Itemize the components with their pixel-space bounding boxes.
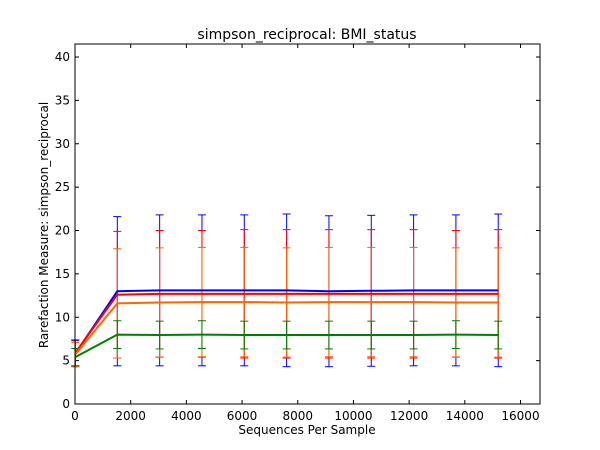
series-line: [74, 333, 499, 359]
y-tick-label: 5: [62, 354, 70, 368]
x-tick-label: 6000: [227, 409, 258, 423]
plot-area: 0 2000 4000 6000 8000 10000 12000 14000 16000 0 5 1…: [55, 44, 540, 423]
y-tick-label: 35: [55, 93, 70, 107]
y-tick-label: 15: [55, 267, 70, 281]
y-tick-label: 40: [55, 50, 70, 64]
x-tick-label: 16000: [501, 409, 539, 423]
series-line: [74, 292, 499, 354]
series-line: [74, 289, 499, 355]
x-tick-label: 2000: [115, 409, 146, 423]
x-tick-label: 8000: [282, 409, 313, 423]
chart-title: simpson_reciprocal: BMI_status: [197, 27, 416, 43]
x-tick-label: 0: [71, 409, 79, 423]
y-tick-label: 0: [62, 397, 70, 411]
y-tick-label: 30: [55, 137, 70, 151]
series-line: [74, 301, 499, 356]
y-tick-label: 20: [55, 224, 70, 238]
plot-frame: [74, 43, 541, 405]
x-axis-title: Sequences Per Sample: [238, 423, 375, 437]
x-tick-label: 4000: [171, 409, 202, 423]
y-tick-label: 10: [55, 310, 70, 324]
x-tick-label: 14000: [446, 409, 484, 423]
x-tick-label: 12000: [390, 409, 428, 423]
y-axis-title: Rarefaction Measure: simpson_reciprocal: [37, 102, 51, 348]
y-tick-label: 25: [55, 180, 70, 194]
x-tick-label: 10000: [334, 409, 372, 423]
